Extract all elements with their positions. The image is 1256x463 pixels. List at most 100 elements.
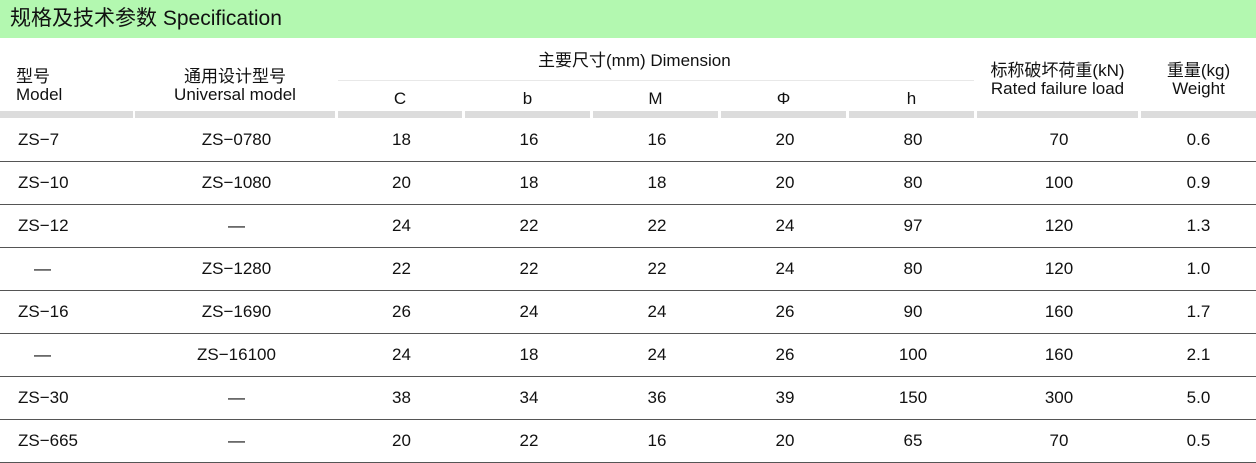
- cell-weight: 1.0: [1141, 247, 1256, 291]
- cell-model: ZS−7: [0, 119, 135, 162]
- cell-rated-load: 160: [977, 333, 1141, 377]
- cell-c: 20: [338, 419, 465, 463]
- header-c: C: [393, 89, 407, 108]
- section-title: 规格及技术参数 Specification: [0, 0, 1256, 38]
- cell-weight: 0.5: [1141, 419, 1256, 463]
- spec-table: ZS−7 ZS−0780 18 16 16 20 80 70 0.6 ZS−10 ZS−1080 20…: [0, 119, 1256, 463]
- cell-h: 80: [849, 247, 977, 291]
- header-bar: [593, 111, 718, 118]
- cell-h: 97: [849, 204, 977, 248]
- weight-en: Weight: [1172, 79, 1225, 98]
- cell-weight: 1.7: [1141, 290, 1256, 334]
- cell-phi: 26: [721, 290, 849, 334]
- cell-universal-model: ZS−1080: [135, 161, 338, 205]
- cell-rated-load: 160: [977, 290, 1141, 334]
- cell-universal-model: ZS−1280: [135, 247, 338, 291]
- cell-weight: 1.3: [1141, 204, 1256, 248]
- cell-universal-model: ZS−1690: [135, 290, 338, 334]
- header-h: h: [906, 89, 917, 108]
- header-dimension: 主要尺寸(mm) Dimension: [538, 51, 731, 70]
- cell-b: 22: [465, 247, 593, 291]
- universal-en: Universal model: [174, 85, 296, 104]
- load-en: Rated failure load: [990, 79, 1125, 98]
- cell-rated-load: 120: [977, 247, 1141, 291]
- table-row: ZS−665—20 22 16 20 65 70 0.5: [0, 419, 1256, 463]
- cell-b: 24: [465, 290, 593, 334]
- cell-c: 26: [338, 290, 465, 334]
- cell-universal-model: ZS−0780: [135, 119, 338, 162]
- cell-b: 18: [465, 161, 593, 205]
- dimension-divider: [338, 80, 974, 81]
- cell-universal-model: ZS−16100: [135, 333, 338, 377]
- cell-b: 18: [465, 333, 593, 377]
- cell-c: 22: [338, 247, 465, 291]
- header-bar: [1141, 111, 1256, 118]
- header-load: 标称破坏荷重(kN) Rated failure load: [977, 62, 1138, 98]
- cell-c: 20: [338, 161, 465, 205]
- cell-model: ZS−665: [0, 419, 135, 463]
- cell-universal-model: —: [135, 204, 338, 248]
- table-row: ZS−10 ZS−1080 20 18 18 20 80 100 0.9: [0, 161, 1256, 205]
- cell-rated-load: 300: [977, 376, 1141, 420]
- cell-model: —: [0, 247, 135, 291]
- cell-m: 24: [593, 333, 721, 377]
- header-bar: [849, 111, 974, 118]
- cell-phi: 26: [721, 333, 849, 377]
- header-bar: [338, 111, 462, 118]
- universal-cn: 通用设计型号: [184, 67, 286, 86]
- cell-b: 22: [465, 419, 593, 463]
- cell-h: 65: [849, 419, 977, 463]
- weight-cn: 重量(kg): [1166, 61, 1231, 80]
- cell-weight: 0.6: [1141, 119, 1256, 162]
- cell-model: ZS−10: [0, 161, 135, 205]
- header-model: 型号 Model: [16, 68, 62, 104]
- cell-rated-load: 70: [977, 119, 1141, 162]
- header-bar: [0, 111, 133, 118]
- cell-model: ZS−12: [0, 204, 135, 248]
- cell-phi: 39: [721, 376, 849, 420]
- cell-phi: 24: [721, 247, 849, 291]
- cell-model: ZS−16: [0, 290, 135, 334]
- cell-weight: 0.9: [1141, 161, 1256, 205]
- cell-b: 34: [465, 376, 593, 420]
- load-cn: 标称破坏荷重(kN): [990, 61, 1125, 80]
- cell-universal-model: —: [135, 419, 338, 463]
- cell-h: 100: [849, 333, 977, 377]
- table-row: ZS−30—38 34 36 39 150 300 5.0: [0, 376, 1256, 420]
- cell-weight: 2.1: [1141, 333, 1256, 377]
- cell-m: 22: [593, 247, 721, 291]
- table-row: ZS−7 ZS−0780 18 16 16 20 80 70 0.6: [0, 119, 1256, 162]
- table-row: ZS−16 ZS−1690 26 24 24 26 90 160 1.7: [0, 290, 1256, 334]
- cell-weight: 5.0: [1141, 376, 1256, 420]
- cell-c: 18: [338, 119, 465, 162]
- header-phi: Φ: [776, 89, 791, 108]
- cell-rated-load: 120: [977, 204, 1141, 248]
- cell-h: 90: [849, 290, 977, 334]
- table-row: — ZS−1280 22 22 22 24 80 120 1.0: [0, 247, 1256, 291]
- cell-m: 18: [593, 161, 721, 205]
- cell-h: 80: [849, 161, 977, 205]
- header-universal: 通用设计型号 Universal model: [135, 68, 335, 104]
- cell-rated-load: 70: [977, 419, 1141, 463]
- model-cn: 型号: [16, 67, 50, 86]
- cell-phi: 20: [721, 419, 849, 463]
- cell-model: ZS−30: [0, 376, 135, 420]
- cell-m: 24: [593, 290, 721, 334]
- cell-h: 80: [849, 119, 977, 162]
- table-row: — ZS−16100 24 18 24 26 100 160 2.1: [0, 333, 1256, 377]
- header-bar: [977, 111, 1138, 118]
- header-bar: [135, 111, 335, 118]
- cell-phi: 24: [721, 204, 849, 248]
- model-en: Model: [16, 85, 63, 104]
- cell-rated-load: 100: [977, 161, 1141, 205]
- cell-b: 22: [465, 204, 593, 248]
- cell-c: 24: [338, 204, 465, 248]
- cell-universal-model: —: [135, 376, 338, 420]
- cell-c: 38: [338, 376, 465, 420]
- header-weight: 重量(kg) Weight: [1141, 62, 1256, 98]
- cell-m: 16: [593, 419, 721, 463]
- header-bar: [721, 111, 846, 118]
- cell-m: 36: [593, 376, 721, 420]
- header-bar: [465, 111, 590, 118]
- cell-phi: 20: [721, 161, 849, 205]
